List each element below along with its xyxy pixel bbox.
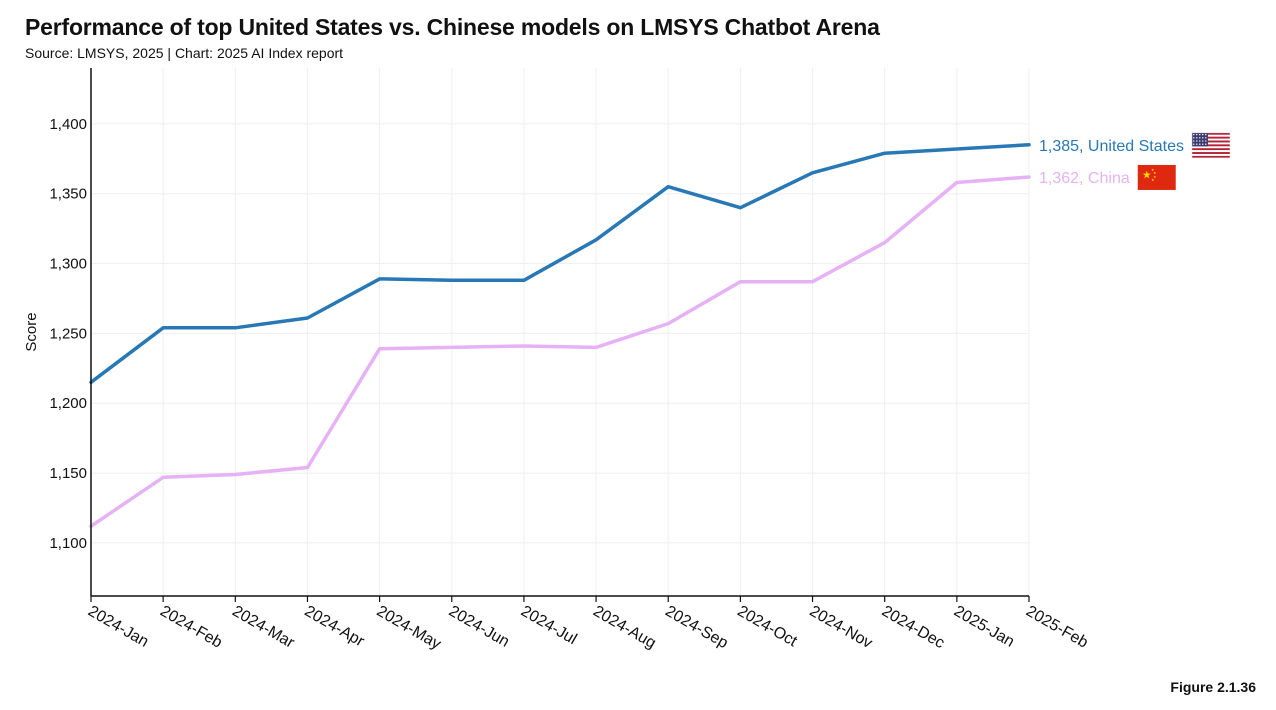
flag-star xyxy=(1205,140,1207,142)
y-tick-label: 1,400 xyxy=(49,116,87,133)
series-lines xyxy=(89,143,1031,528)
x-tick-label: 2024-Jul xyxy=(518,603,580,648)
flag-stripe xyxy=(1191,153,1230,157)
flag-star xyxy=(1202,133,1204,136)
flag-stripe xyxy=(1191,136,1230,139)
series-line-china xyxy=(89,175,1031,528)
flag-star xyxy=(1196,133,1198,136)
flag-stripe xyxy=(1191,132,1230,135)
flag-border xyxy=(1191,132,1231,159)
flag-canton xyxy=(1191,132,1208,147)
flag-stripe xyxy=(1191,146,1230,149)
x-tick-label: 2024-Nov xyxy=(807,603,876,652)
flag-field xyxy=(1137,164,1176,190)
flag-star xyxy=(1196,137,1198,139)
x-tick-label: 2024-Feb xyxy=(157,603,225,652)
flag-stripe xyxy=(1191,152,1230,155)
figure-number: Figure 2.1.36 xyxy=(1170,679,1256,695)
flag-star xyxy=(1199,140,1201,142)
flag-star xyxy=(1202,143,1204,145)
flag-star xyxy=(1196,143,1198,145)
flag-star xyxy=(1193,140,1195,142)
flag-star xyxy=(1193,137,1195,139)
flag-stripe xyxy=(1191,134,1230,137)
flag-star xyxy=(1205,133,1207,136)
x-tick-label: 2024-Sep xyxy=(662,603,731,652)
flag-stripe xyxy=(1191,138,1230,141)
flag-star xyxy=(1199,133,1201,136)
us-flag-icon xyxy=(1191,132,1231,159)
china-flag-icon xyxy=(1137,164,1176,190)
x-tick-label: 2024-Apr xyxy=(301,603,367,651)
x-tick-label: 2025-Feb xyxy=(1023,603,1091,652)
chart-subtitle: Source: LMSYS, 2025 | Chart: 2025 AI Ind… xyxy=(25,45,344,61)
flag-star xyxy=(1199,137,1201,139)
flag-stripe xyxy=(1191,144,1230,147)
y-tick-label: 1,150 xyxy=(49,465,87,482)
flag-star xyxy=(1199,143,1201,145)
x-tick-label: 2024-Jan xyxy=(85,603,151,651)
y-tick-label: 1,350 xyxy=(49,186,87,203)
x-tick-label: 2024-Aug xyxy=(590,603,659,652)
x-tick-label: 2024-Oct xyxy=(734,603,800,651)
series-end-labels: 1,385, United States 1,362, China xyxy=(1039,132,1231,190)
flag-star xyxy=(1202,140,1204,142)
x-tick-label: 2024-Dec xyxy=(879,603,948,652)
flag-star xyxy=(1205,143,1207,145)
x-axis-ticks: 2024-Jan 2024-Feb 2024-Mar 2024-Apr 2024-May… xyxy=(85,596,1091,653)
y-axis-ticks: 1,100 1,150 1,200 1,250 1,300 1,350 1,400 xyxy=(49,116,87,552)
flag-star xyxy=(1151,168,1155,172)
end-label-china: 1,362, China xyxy=(1039,170,1130,187)
flag-star xyxy=(1142,170,1151,179)
x-tick-label: 2024-May xyxy=(374,603,444,653)
chart-title: Performance of top United States vs. Chi… xyxy=(25,14,880,40)
y-tick-label: 1,300 xyxy=(49,256,87,273)
flag-star xyxy=(1193,133,1195,136)
y-tick-label: 1,200 xyxy=(49,395,87,412)
y-tick-label: 1,100 xyxy=(49,535,87,552)
flag-star xyxy=(1153,171,1157,175)
flag-stripe xyxy=(1191,140,1230,143)
y-axis-label: Score xyxy=(23,312,40,351)
flag-stripe xyxy=(1191,155,1230,159)
x-tick-label: 2025-Jan xyxy=(951,603,1017,651)
flag-star xyxy=(1202,137,1204,139)
series-line-united-states xyxy=(89,143,1031,385)
flag-star xyxy=(1205,137,1207,139)
flag-stripe xyxy=(1191,150,1230,153)
flag-stripe xyxy=(1191,148,1230,151)
gridlines xyxy=(90,68,1030,596)
flag-star xyxy=(1196,140,1198,142)
flag-star xyxy=(1193,143,1195,145)
flag-star xyxy=(1151,178,1155,182)
flag-star xyxy=(1153,175,1157,179)
end-label-united-states: 1,385, United States xyxy=(1039,138,1184,155)
flag-stripe xyxy=(1191,142,1230,145)
x-tick-label: 2024-Jun xyxy=(446,603,512,651)
x-tick-label: 2024-Mar xyxy=(229,603,297,652)
y-tick-label: 1,250 xyxy=(49,325,87,342)
